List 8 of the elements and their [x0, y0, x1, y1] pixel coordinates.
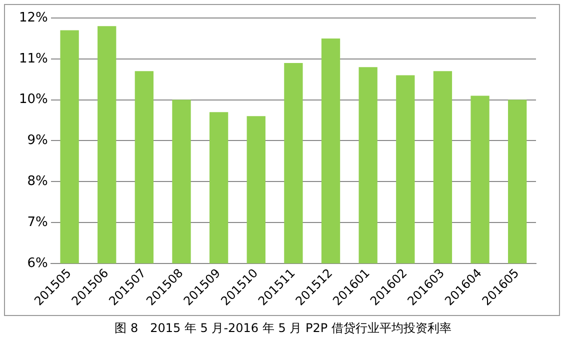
y-tick-label: 11% — [18, 51, 48, 66]
y-tick-label: 12% — [18, 10, 48, 26]
y-tick-label: 10% — [18, 92, 48, 108]
text: 图 8 2015 年 5 月-2016 年 5 月 P2P 借贷行业平均投资利率 — [114, 320, 452, 337]
y-tick-label: 8% — [27, 174, 48, 189]
y-tick-label: 9% — [27, 133, 48, 148]
y-tick-label: 7% — [27, 214, 48, 230]
y-tick-label: 6% — [27, 256, 48, 271]
